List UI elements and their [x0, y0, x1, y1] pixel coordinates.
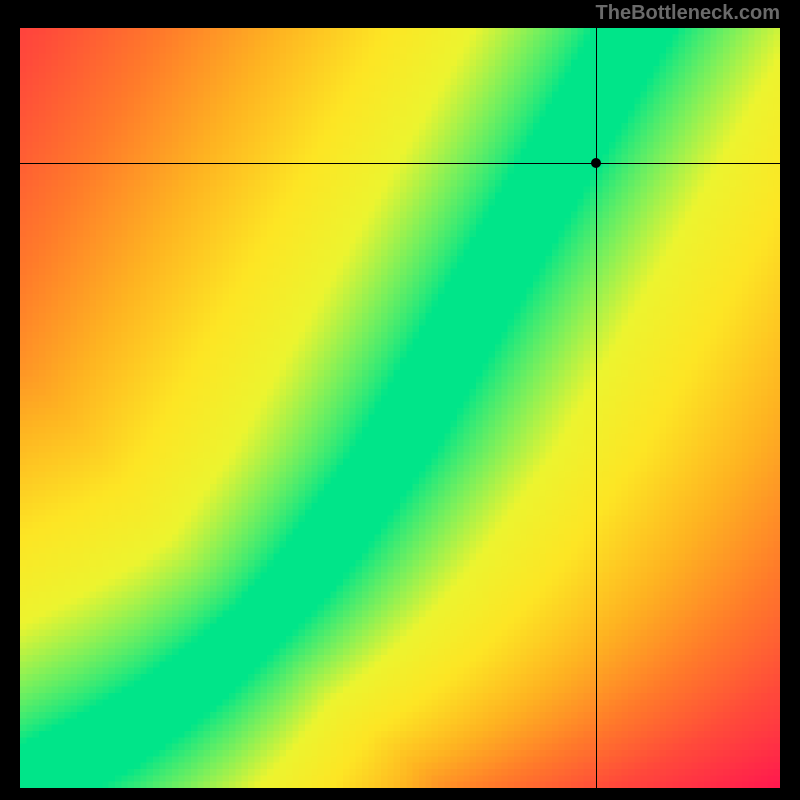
crosshair-horizontal — [20, 163, 780, 164]
crosshair-vertical — [596, 28, 597, 788]
watermark-text: TheBottleneck.com — [596, 2, 780, 25]
crosshair-marker — [591, 158, 601, 168]
heatmap-plot — [20, 28, 780, 788]
heatmap-canvas — [20, 28, 780, 788]
